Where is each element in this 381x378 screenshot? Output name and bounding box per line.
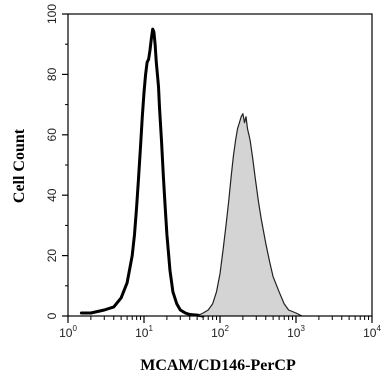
y-tick-label: 0	[45, 312, 59, 319]
y-tick-label: 100	[45, 4, 59, 24]
series-0-line	[79, 27, 205, 318]
y-tick-label: 20	[45, 249, 59, 263]
y-tick-label: 40	[45, 188, 59, 202]
y-tick-label: 80	[45, 67, 59, 81]
series-1-fill	[197, 113, 302, 316]
axes: 100 101 102 103 104 0 20 40 60 80 100	[45, 4, 381, 340]
y-tick-label: 60	[45, 128, 59, 142]
plot-area	[79, 27, 303, 318]
x-tick-label: 100	[59, 324, 77, 340]
y-axis-title: Cell Count	[11, 128, 28, 203]
series-1-line	[196, 113, 303, 317]
x-tick-label: 104	[363, 324, 381, 340]
x-tick-label: 101	[135, 324, 153, 340]
x-tick-label: 103	[287, 324, 305, 340]
x-axis-title: MCAM/CD146-PerCP	[140, 357, 296, 374]
x-tick-label: 102	[211, 324, 229, 340]
